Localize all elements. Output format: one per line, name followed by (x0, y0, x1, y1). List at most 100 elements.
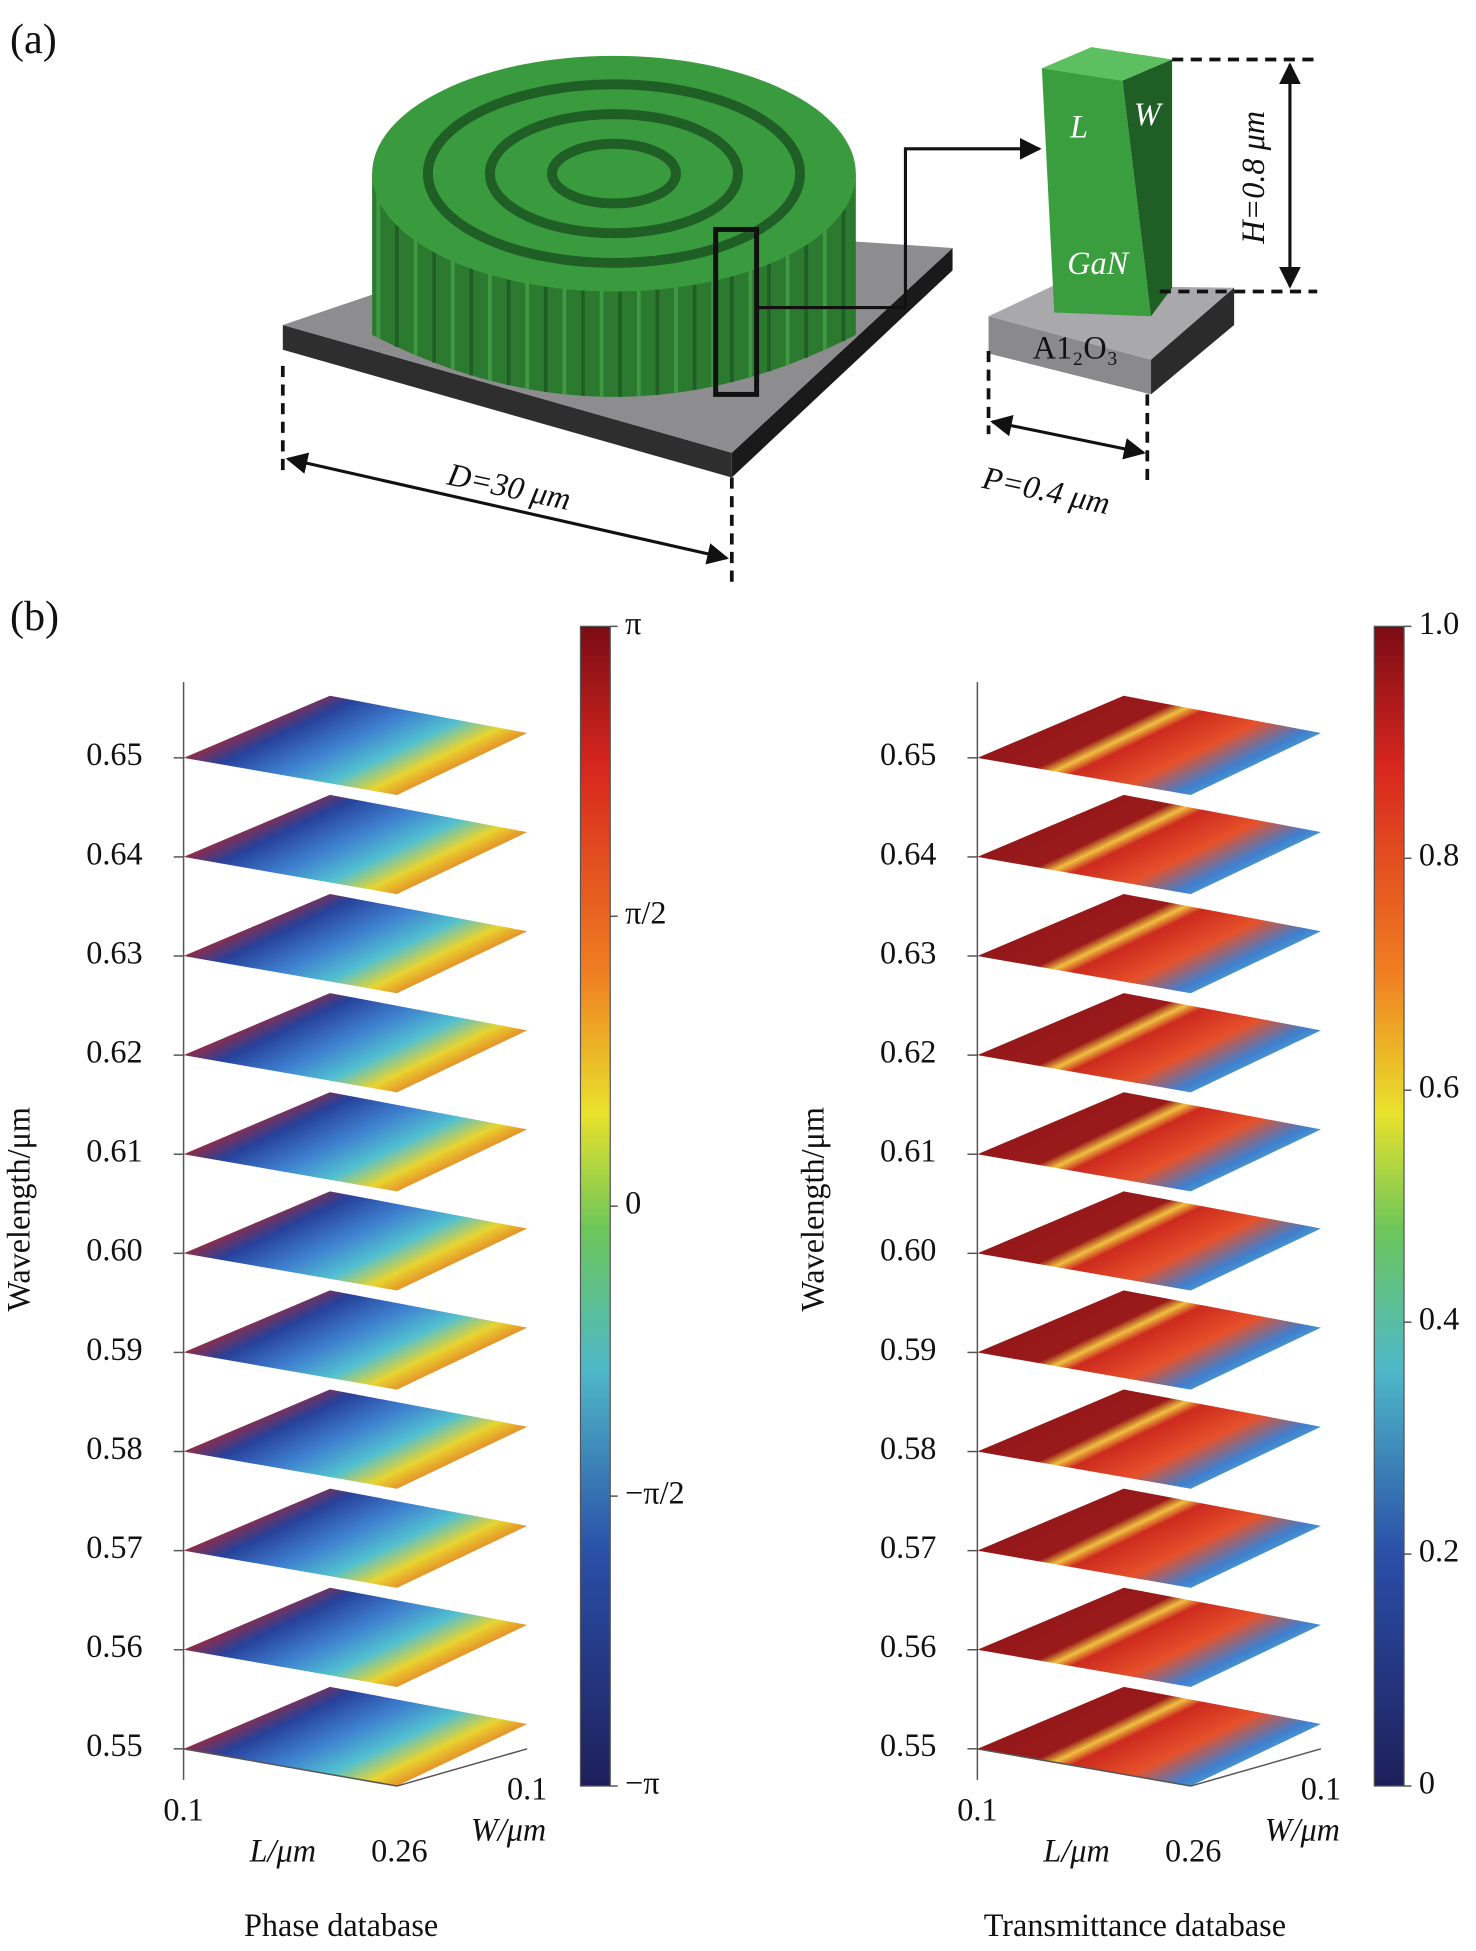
colorbar-tick-label: 0.2 (1419, 1533, 1459, 1569)
l-tick-label: 0.1 (957, 1792, 997, 1828)
w-axis-label: W/μm (471, 1812, 546, 1848)
y-tick-label: 0.61 (880, 1133, 936, 1169)
ring (484, 109, 743, 239)
y-tick-label: 0.55 (880, 1727, 936, 1763)
w-axis (1190, 1748, 1322, 1787)
database-plot: 0.650.640.630.620.610.600.590.580.570.56… (795, 605, 1460, 1943)
height-label: H=0.8 μm (1235, 111, 1271, 245)
y-tick-label: 0.56 (880, 1628, 936, 1664)
database-slice (977, 1389, 1321, 1489)
substrate-edge (282, 324, 732, 478)
diameter-arrow (285, 452, 729, 565)
database-slice (977, 993, 1321, 1093)
colorbar-tick-label: 0.8 (1419, 837, 1459, 873)
l-tick-label: 0.26 (371, 1833, 427, 1869)
y-tick-label: 0.60 (86, 1232, 142, 1268)
database-slice (183, 1092, 528, 1192)
database-slice (183, 1686, 528, 1787)
pillar-top (1041, 47, 1173, 81)
y-tick-label: 0.65 (880, 736, 936, 772)
l-tick-label: 0.26 (1165, 1833, 1221, 1869)
pillar-width-label: W (1134, 96, 1164, 132)
y-tick-label: 0.58 (880, 1430, 936, 1466)
database-slice (183, 1290, 528, 1390)
y-axis-label: Wavelength/μm (795, 1107, 831, 1311)
pillar-front (1041, 68, 1152, 317)
colorbar-tick-label: −π (625, 1764, 659, 1800)
unit-substrate-front (988, 316, 1152, 395)
colorbar (579, 625, 611, 1787)
database-plot: 0.65 0.64 0.63 0.62 0.61 0.60 0.59 0.58 0.57 0.56… (1, 605, 685, 1943)
y-tick-label: 0.62 (86, 1034, 142, 1070)
y-tick-label: 0.64 (880, 835, 936, 871)
l-axis (977, 1748, 1191, 1787)
substrate-label: A1₂O₃ (1033, 329, 1118, 365)
w-axis (396, 1748, 528, 1787)
databases: 0.650.640.630.620.610.600.590.580.570.56… (1, 605, 1459, 1943)
unit-substrate-top (988, 285, 1235, 360)
y-tick-label: 0.62 (880, 1034, 936, 1070)
database-slice (183, 1389, 528, 1489)
unit-substrate-side (1151, 287, 1235, 395)
y-tick-label: 0.57 (86, 1529, 142, 1565)
database-slice (183, 1191, 528, 1291)
y-tick-label: 0.64 (86, 835, 142, 871)
l-axis (183, 1748, 398, 1787)
database-slice (977, 1488, 1321, 1588)
colorbar (1373, 625, 1405, 1787)
panel-label: (b) (10, 593, 59, 640)
y-tick-label: 0.57 (880, 1529, 936, 1565)
y-tick-label: 0.65 (86, 736, 142, 772)
colorbar-tick-label: π/2 (625, 895, 666, 931)
database-slice (977, 1191, 1321, 1291)
database-slice (977, 1092, 1321, 1192)
colorbar-tick-label: 0 (625, 1185, 641, 1221)
database-slice (183, 894, 528, 994)
metalens-top (372, 55, 856, 292)
w-axis-label: W/μm (1265, 1812, 1340, 1848)
y-tick-label: 0.56 (86, 1628, 142, 1664)
l-axis-label: L/μm (249, 1833, 316, 1869)
ring (422, 79, 805, 268)
y-tick-label: 0.59 (86, 1331, 142, 1367)
database-slice (977, 1686, 1321, 1787)
database-slice (183, 695, 528, 796)
colorbar-tick-label: 0.6 (1419, 1069, 1459, 1105)
database-slice (977, 894, 1321, 994)
database-slice (183, 993, 528, 1093)
panel-label: (a) (10, 16, 57, 63)
y-tick-label: 0.58 (86, 1430, 142, 1466)
database-slice (977, 695, 1321, 796)
y-axis-label: Wavelength/μm (1, 1107, 37, 1311)
colorbar-tick-label: 0 (1419, 1764, 1435, 1800)
y-tick-label: 0.63 (880, 934, 936, 970)
pillar-side (1122, 59, 1173, 317)
plot-title: Phase database (244, 1907, 438, 1943)
selection-box (713, 226, 760, 397)
y-tick-label: 0.59 (880, 1331, 936, 1367)
colorbar-tick-label: π (625, 605, 641, 641)
plot-title: Transmittance database (984, 1907, 1286, 1943)
zoom-arrow (756, 137, 1042, 310)
w-tick-label: 0.1 (1301, 1771, 1341, 1807)
pillar-length-label: L (1069, 109, 1088, 145)
database-slice (183, 1587, 528, 1687)
colorbar-tick-label: −π/2 (625, 1475, 685, 1511)
w-tick-label: 0.1 (507, 1771, 547, 1807)
y-tick-label: 0.55 (86, 1727, 142, 1763)
l-axis-label: L/μm (1042, 1833, 1109, 1869)
database-slice (183, 794, 528, 895)
colorbar-tick-label: 1.0 (1419, 605, 1459, 641)
substrate-edge (731, 248, 953, 478)
y-tick-label: 0.60 (880, 1232, 936, 1268)
database-slice (183, 1488, 528, 1588)
y-tick-label: 0.63 (86, 934, 142, 970)
database-slice (977, 794, 1321, 895)
l-tick-label: 0.1 (163, 1792, 203, 1828)
y-tick-label: 0.61 (86, 1133, 142, 1169)
database-slice (977, 1587, 1321, 1687)
colorbar-tick-label: 0.4 (1419, 1301, 1459, 1337)
period-label: P=0.4 μm (978, 459, 1113, 521)
period-arrow (990, 414, 1146, 460)
